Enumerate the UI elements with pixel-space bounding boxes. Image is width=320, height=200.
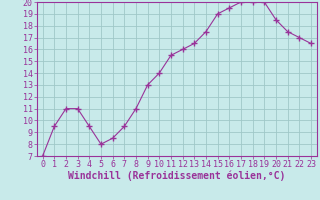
X-axis label: Windchill (Refroidissement éolien,°C): Windchill (Refroidissement éolien,°C) xyxy=(68,171,285,181)
